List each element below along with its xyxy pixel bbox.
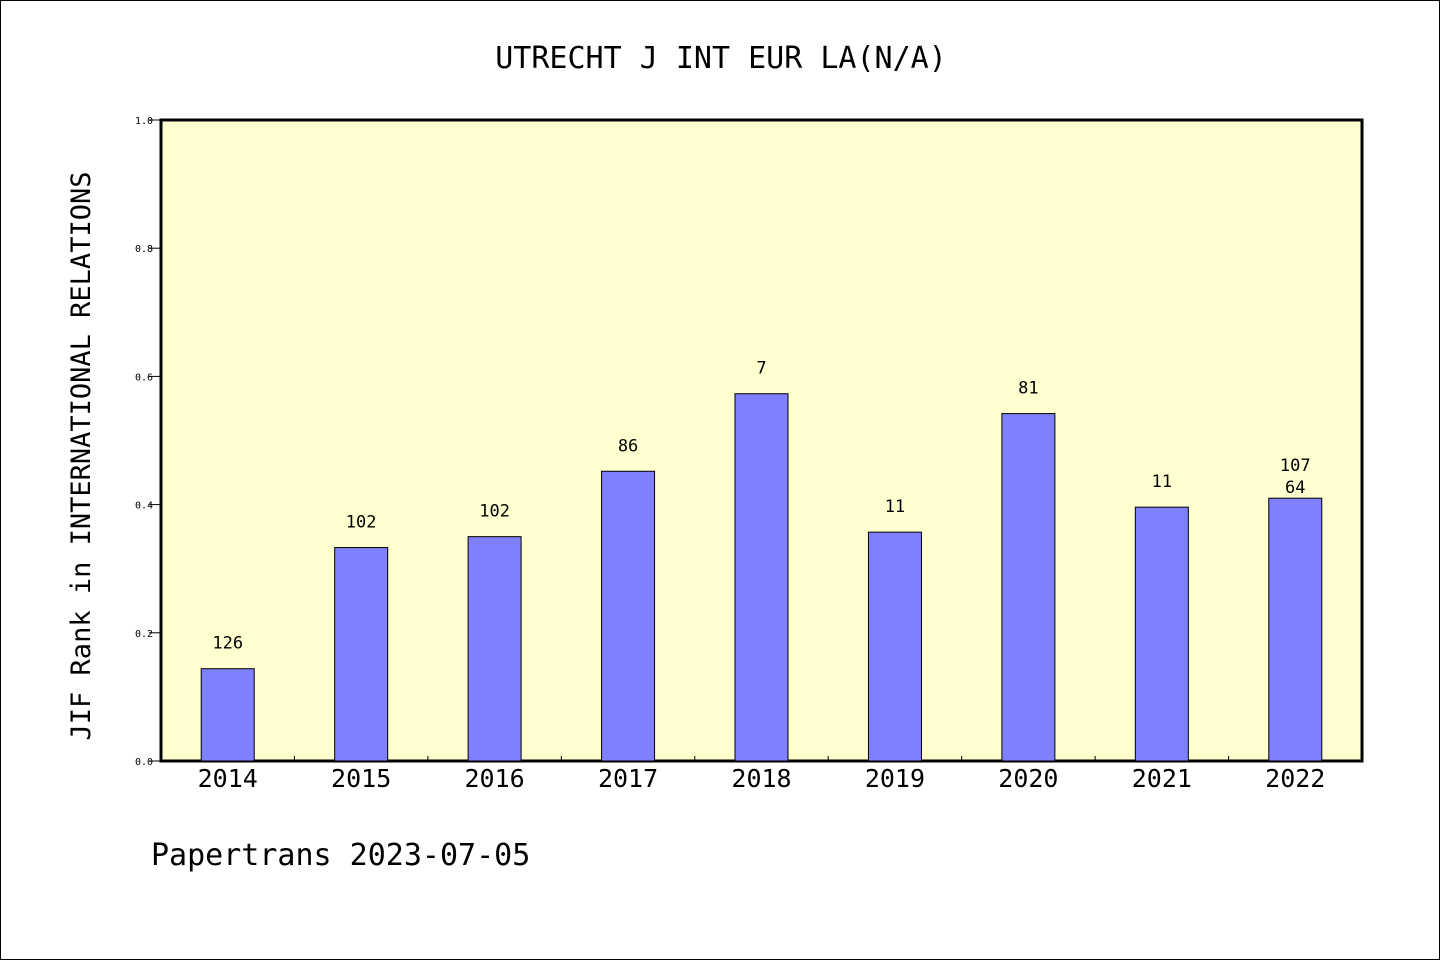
x-tick-label-2015: 2015	[331, 764, 391, 793]
bar-2018	[734, 393, 789, 762]
y-tick-label: 0.2	[135, 629, 153, 640]
data-label-2022-top: 107	[1280, 456, 1311, 476]
x-tick-label-2020: 2020	[998, 764, 1058, 793]
bar-2017	[601, 470, 656, 762]
y-axis-label: JIF Rank in INTERNATIONAL RELATIONS	[66, 172, 97, 741]
data-label-2019: 11	[885, 497, 905, 517]
footer-credit: Papertrans 2023-07-05	[151, 838, 530, 873]
x-tick-label-2019: 2019	[865, 764, 925, 793]
data-label-2015: 102	[346, 513, 377, 533]
data-label-2021: 11	[1152, 472, 1172, 492]
data-label-2018: 7	[756, 359, 766, 379]
data-label-2016: 102	[479, 502, 510, 522]
data-label-2017: 86	[618, 436, 638, 456]
bar-2019	[867, 531, 922, 762]
bar-2014	[200, 668, 255, 762]
y-tick-label: 0.6	[135, 372, 153, 383]
data-label-2020: 81	[1018, 379, 1038, 399]
y-tick-label: 1.0	[135, 116, 153, 127]
x-tick-label-2017: 2017	[598, 764, 658, 793]
y-tick-label: 0.0	[135, 757, 153, 768]
bar-2020	[1001, 413, 1056, 762]
bar-2015	[334, 547, 389, 762]
x-tick-label-2021: 2021	[1132, 764, 1192, 793]
y-tick-label: 0.8	[135, 244, 153, 255]
chart-title: UTRECHT J INT EUR LA(N/A)	[495, 41, 947, 76]
x-tick-label-2016: 2016	[465, 764, 525, 793]
x-tick-label-2018: 2018	[731, 764, 791, 793]
bar-2022	[1268, 497, 1323, 762]
bar-2021	[1134, 506, 1189, 762]
y-tick-label: 0.4	[135, 501, 153, 512]
data-label-2014: 126	[212, 634, 243, 654]
x-tick-label-2014: 2014	[198, 764, 258, 793]
x-tick-label-2022: 2022	[1265, 764, 1325, 793]
data-label-2022-bottom: 64	[1285, 478, 1305, 498]
bar-2016	[467, 536, 522, 762]
